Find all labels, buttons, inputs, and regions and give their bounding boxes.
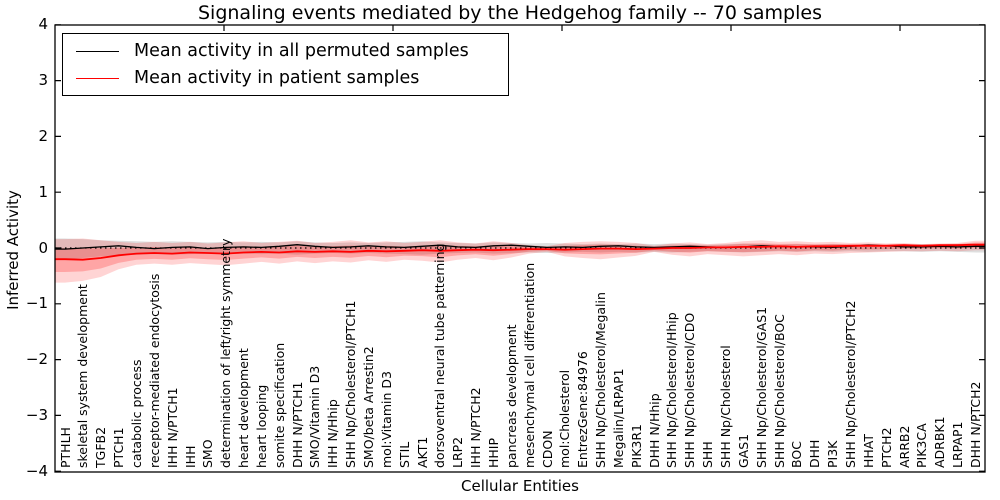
x-tick-label: PIK3R1 — [628, 423, 644, 468]
x-tick-label: SMO/beta Arrestin2 — [361, 346, 376, 468]
x-tick-label: DHH N/PTCH2 — [967, 381, 983, 468]
legend-label-patient: Mean activity in patient samples — [134, 68, 420, 88]
patient-mean-line — [55, 243, 985, 261]
x-tick-label: IHH N/Hhip — [325, 399, 341, 468]
y-tick-label: 3 — [38, 71, 48, 90]
y-tick-label: −3 — [25, 405, 48, 424]
x-tick-label: PIK3CA — [914, 423, 930, 468]
permuted-mean-line — [55, 244, 985, 250]
x-tick-label: SHH Np/Cholesterol/CDO — [682, 312, 698, 468]
x-tick-label: SHH — [700, 441, 716, 468]
x-tick-label: IHH N/PTCH1 — [164, 387, 180, 468]
x-tick-label: skeletal system development — [75, 284, 91, 468]
y-tick-label: 2 — [38, 126, 48, 145]
x-tick-label: heart development — [236, 348, 251, 468]
y-tick-label: 1 — [38, 182, 48, 201]
x-tick-label: HHIP — [485, 437, 501, 468]
plot-frame — [54, 24, 986, 473]
x-tick-label: IHH — [182, 445, 198, 469]
patient-line-swatch-icon — [76, 77, 119, 79]
x-tick-label: SHH Np/Cholesterol/PTCH2 — [842, 300, 858, 469]
x-tick-label: GAS1 — [735, 433, 751, 468]
x-tick-label: mesenchymal cell differentiation — [521, 262, 537, 468]
x-tick-label: determination of left/right symmetry — [218, 238, 234, 469]
x-tick-label: EntrezGene:84976 — [575, 351, 591, 468]
x-tick-label: SMO/Vitamin D3 — [307, 365, 323, 468]
x-tick-label: receptor-mediated endocytosis — [146, 273, 162, 468]
x-tick-label: LRP2 — [450, 436, 466, 468]
x-tick-label: CDON — [539, 430, 555, 468]
x-tick-label: SHH Np/Cholesterol/GAS1 — [753, 306, 769, 468]
x-tick-label: somite specification — [271, 342, 287, 468]
legend: Mean activity in all permuted samples Me… — [62, 33, 509, 96]
patient-std-band-inner — [55, 242, 985, 272]
x-tick-label: AKT1 — [414, 436, 430, 468]
x-tick-label: STIL — [396, 441, 412, 468]
x-tick-label: SMO — [200, 439, 216, 468]
x-tick-label: DHH — [807, 439, 823, 468]
x-tick-label: heart looping — [253, 384, 269, 468]
x-tick-label: DHH N/PTCH1 — [289, 381, 305, 468]
x-tick-label: PTCH1 — [111, 427, 127, 468]
x-tick-label: SHH Np/Cholesterol/BOC — [771, 314, 787, 468]
x-tick-label: BOC — [789, 441, 805, 468]
patient-std-band-outer — [55, 238, 985, 283]
x-tick-label: mol:Vitamin D3 — [378, 371, 394, 468]
permuted-line-swatch-icon — [76, 50, 119, 52]
x-tick-label: HHAT — [860, 433, 876, 468]
y-tick-label: −2 — [25, 350, 48, 369]
legend-label-permuted: Mean activity in all permuted samples — [134, 41, 469, 61]
x-tick-label: ARRB2 — [896, 425, 912, 468]
x-axis-label: Cellular Entities — [461, 477, 579, 495]
x-tick-label: SHH Np/Cholesterol/Hhip — [664, 312, 680, 468]
legend-item-permuted: Mean activity in all permuted samples — [63, 41, 508, 61]
x-tick-label: TGFB2 — [93, 426, 109, 468]
x-tick-label: ADRBK1 — [932, 416, 948, 468]
x-tick-label: SHH Np/Cholesterol/Megalin — [593, 292, 608, 468]
y-tick-label: −1 — [25, 294, 48, 313]
y-tick-label: −4 — [25, 461, 48, 480]
x-tick-label: SHH Np/Cholesterol/PTCH1 — [343, 300, 359, 469]
x-tick-label: catabolic process — [128, 359, 144, 468]
x-tick-label: PTHLH — [57, 427, 73, 468]
y-tick-label: 4 — [38, 15, 48, 34]
x-tick-label: PTCH2 — [878, 427, 894, 468]
chart-title: Signaling events mediated by the Hedgeho… — [197, 2, 822, 24]
x-tick-label: DHH N/Hhip — [646, 393, 662, 468]
x-tick-label: pancreas development — [503, 324, 519, 468]
legend-item-patient: Mean activity in patient samples — [63, 68, 508, 88]
x-tick-label: dorsoventral neural tube patterning — [432, 243, 448, 469]
x-tick-label: Megalin/LRPAP1 — [610, 368, 626, 468]
x-tick-label: mol:Cholesterol — [557, 369, 573, 468]
x-tick-label: PI3K — [825, 440, 841, 468]
x-tick-label: IHH N/PTCH2 — [468, 387, 484, 468]
x-tick-label: LRPAP1 — [950, 421, 965, 468]
y-tick-label: 0 — [38, 238, 48, 257]
x-tick-label: SHH Np/Cholesterol — [718, 345, 733, 468]
